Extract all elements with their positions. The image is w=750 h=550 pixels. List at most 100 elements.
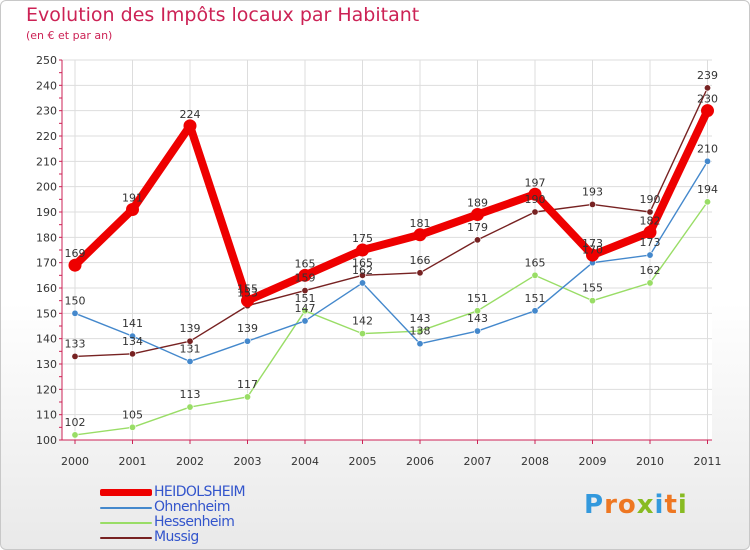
data-point — [129, 423, 137, 431]
data-point — [358, 330, 366, 338]
data-label: 165 — [525, 256, 546, 269]
data-point — [301, 307, 309, 315]
data-label: 162 — [352, 264, 373, 277]
data-point — [473, 236, 481, 244]
legend-label: HEIDOLSHEIM — [154, 484, 246, 500]
legend-item-mussig[interactable]: Mussig — [100, 529, 320, 545]
y-tick-label: 110 — [36, 409, 57, 422]
data-label: 197 — [525, 176, 546, 189]
data-point — [126, 202, 139, 216]
data-label: 131 — [180, 342, 201, 355]
x-tick-label: 2007 — [464, 455, 492, 468]
data-point — [473, 307, 481, 315]
data-point — [186, 357, 194, 365]
data-point — [471, 208, 484, 222]
data-point — [186, 337, 194, 345]
data-label: 173 — [582, 237, 603, 250]
data-label: 155 — [237, 283, 258, 296]
data-point — [473, 327, 481, 335]
data-label: 153 — [237, 287, 258, 300]
data-label: 181 — [410, 217, 431, 230]
data-point — [301, 317, 309, 325]
data-label: 159 — [295, 272, 316, 285]
data-label: 151 — [525, 292, 546, 305]
data-point — [129, 350, 137, 358]
y-tick-label: 140 — [36, 333, 57, 346]
y-tick-label: 180 — [36, 231, 57, 244]
data-label: 189 — [467, 197, 488, 210]
y-tick-label: 150 — [36, 307, 57, 320]
data-label: 155 — [582, 282, 603, 295]
x-tick-label: 2003 — [234, 455, 262, 468]
data-point — [186, 403, 194, 411]
data-label: 170 — [582, 244, 603, 257]
x-tick-label: 2004 — [291, 455, 319, 468]
data-label: 151 — [467, 292, 488, 305]
data-point — [244, 393, 252, 401]
x-tick-label: 2002 — [176, 455, 204, 468]
data-point — [358, 279, 366, 287]
logo-letter: o — [617, 490, 637, 520]
data-label: 151 — [295, 292, 316, 305]
y-tick-label: 160 — [36, 282, 57, 295]
x-tick-label: 2011 — [694, 455, 722, 468]
data-label: 175 — [352, 232, 373, 245]
data-label: 133 — [65, 337, 86, 350]
legend-swatch — [100, 522, 152, 524]
data-point — [129, 332, 137, 340]
legend-item-ohnenheim[interactable]: Ohnenheim — [100, 499, 320, 515]
x-tick-label: 2008 — [521, 455, 549, 468]
data-point — [416, 327, 424, 335]
data-label: 143 — [410, 312, 431, 325]
data-point — [588, 200, 596, 208]
data-label: 179 — [467, 221, 488, 234]
data-point — [646, 279, 654, 287]
legend-swatch — [100, 537, 152, 539]
data-point — [703, 84, 711, 92]
logo-letter: r — [604, 490, 618, 520]
logo-letter: x — [636, 490, 655, 520]
y-tick-label: 250 — [36, 54, 57, 67]
legend-item-hessenheim[interactable]: Hessenheim — [100, 514, 320, 530]
data-label: 134 — [122, 335, 143, 348]
data-point — [586, 248, 599, 262]
legend-item-heidolsheim[interactable]: HEIDOLSHEIM — [100, 484, 320, 500]
data-point — [356, 243, 369, 257]
logo-letter: t — [664, 490, 678, 520]
chart-subtitle: (en € et par an) — [26, 29, 113, 42]
data-label: 113 — [180, 388, 201, 401]
x-tick-label: 2005 — [349, 455, 377, 468]
data-label: 147 — [295, 302, 316, 315]
data-point — [244, 337, 252, 345]
legend-label: Hessenheim — [154, 514, 235, 530]
data-point — [71, 352, 79, 360]
data-point — [71, 431, 79, 439]
data-label: 142 — [352, 315, 373, 328]
y-tick-label: 170 — [36, 257, 57, 270]
legend-swatch — [100, 489, 152, 496]
data-label: 117 — [237, 378, 258, 391]
legend-swatch — [100, 507, 152, 509]
x-tick-label: 2006 — [406, 455, 434, 468]
y-tick-label: 240 — [36, 79, 57, 92]
y-tick-label: 120 — [36, 383, 57, 396]
data-label: 162 — [640, 264, 661, 277]
data-label: 173 — [640, 236, 661, 249]
data-point — [416, 340, 424, 348]
data-label: 143 — [467, 312, 488, 325]
chart-title: Evolution des Impôts locaux par Habitant — [26, 4, 420, 26]
data-point — [416, 269, 424, 277]
data-label: 210 — [697, 142, 718, 155]
data-label: 105 — [122, 408, 143, 421]
series-line-heidolsheim — [71, 106, 712, 305]
y-tick-label: 200 — [36, 181, 57, 194]
data-label: 165 — [352, 256, 373, 269]
data-point — [646, 251, 654, 259]
data-point — [646, 208, 654, 216]
legend-label: Ohnenheim — [154, 499, 230, 515]
logo-letter: P — [584, 490, 605, 520]
data-point — [183, 119, 197, 133]
data-point — [71, 309, 79, 317]
logo-letter: i — [654, 490, 665, 520]
